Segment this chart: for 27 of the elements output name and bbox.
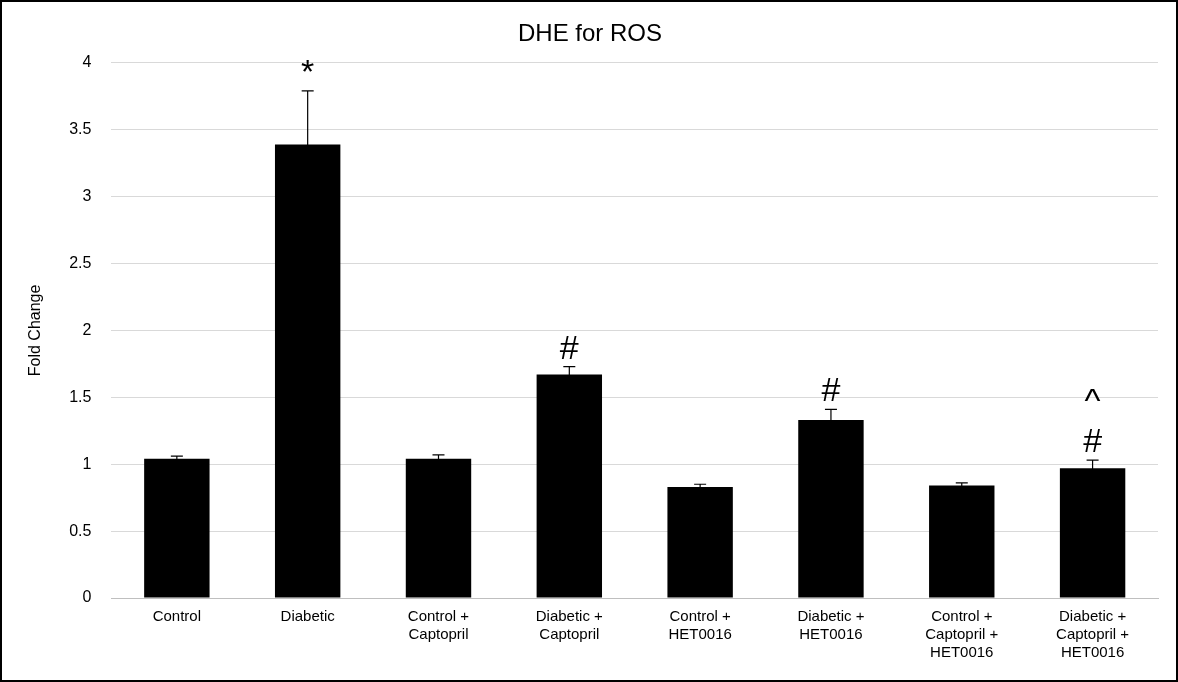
x-tick-label: Control + Captopril + HET0016: [925, 607, 999, 661]
y-tick-label: 1.5: [69, 387, 92, 405]
bar: [667, 486, 733, 598]
x-tick-label: Diabetic: [280, 607, 336, 625]
y-tick-label: 2.5: [69, 253, 92, 271]
x-tick-label: Diabetic + Captopril: [535, 607, 604, 643]
data-label: ^ #: [1083, 381, 1103, 460]
bar: [144, 458, 210, 598]
y-tick-label: 3.5: [69, 120, 92, 138]
y-tick-label: 4: [82, 53, 92, 71]
x-tick-label: Control + Captopril: [407, 607, 470, 643]
x-tick-label: Diabetic + Captopril + HET0016: [1056, 607, 1130, 661]
x-tick-label: Control: [152, 607, 202, 625]
data-label: #: [821, 370, 841, 409]
bar: [405, 458, 472, 598]
y-tick-label: 2: [82, 320, 92, 338]
x-tick-label: Control + HET0016: [668, 607, 732, 643]
y-tick-label: 1: [82, 454, 92, 472]
y-tick-label: 0.5: [69, 521, 92, 539]
y-tick-label: 3: [82, 187, 92, 205]
data-label: *: [301, 51, 315, 90]
x-tick-label: Diabetic + HET0016: [797, 607, 865, 643]
bar: [929, 485, 995, 598]
y-axis-title: Fold Change: [26, 284, 44, 377]
data-label: #: [559, 327, 579, 366]
chart-title: DHE for ROS: [517, 19, 663, 47]
y-tick-label: 0: [82, 588, 92, 606]
